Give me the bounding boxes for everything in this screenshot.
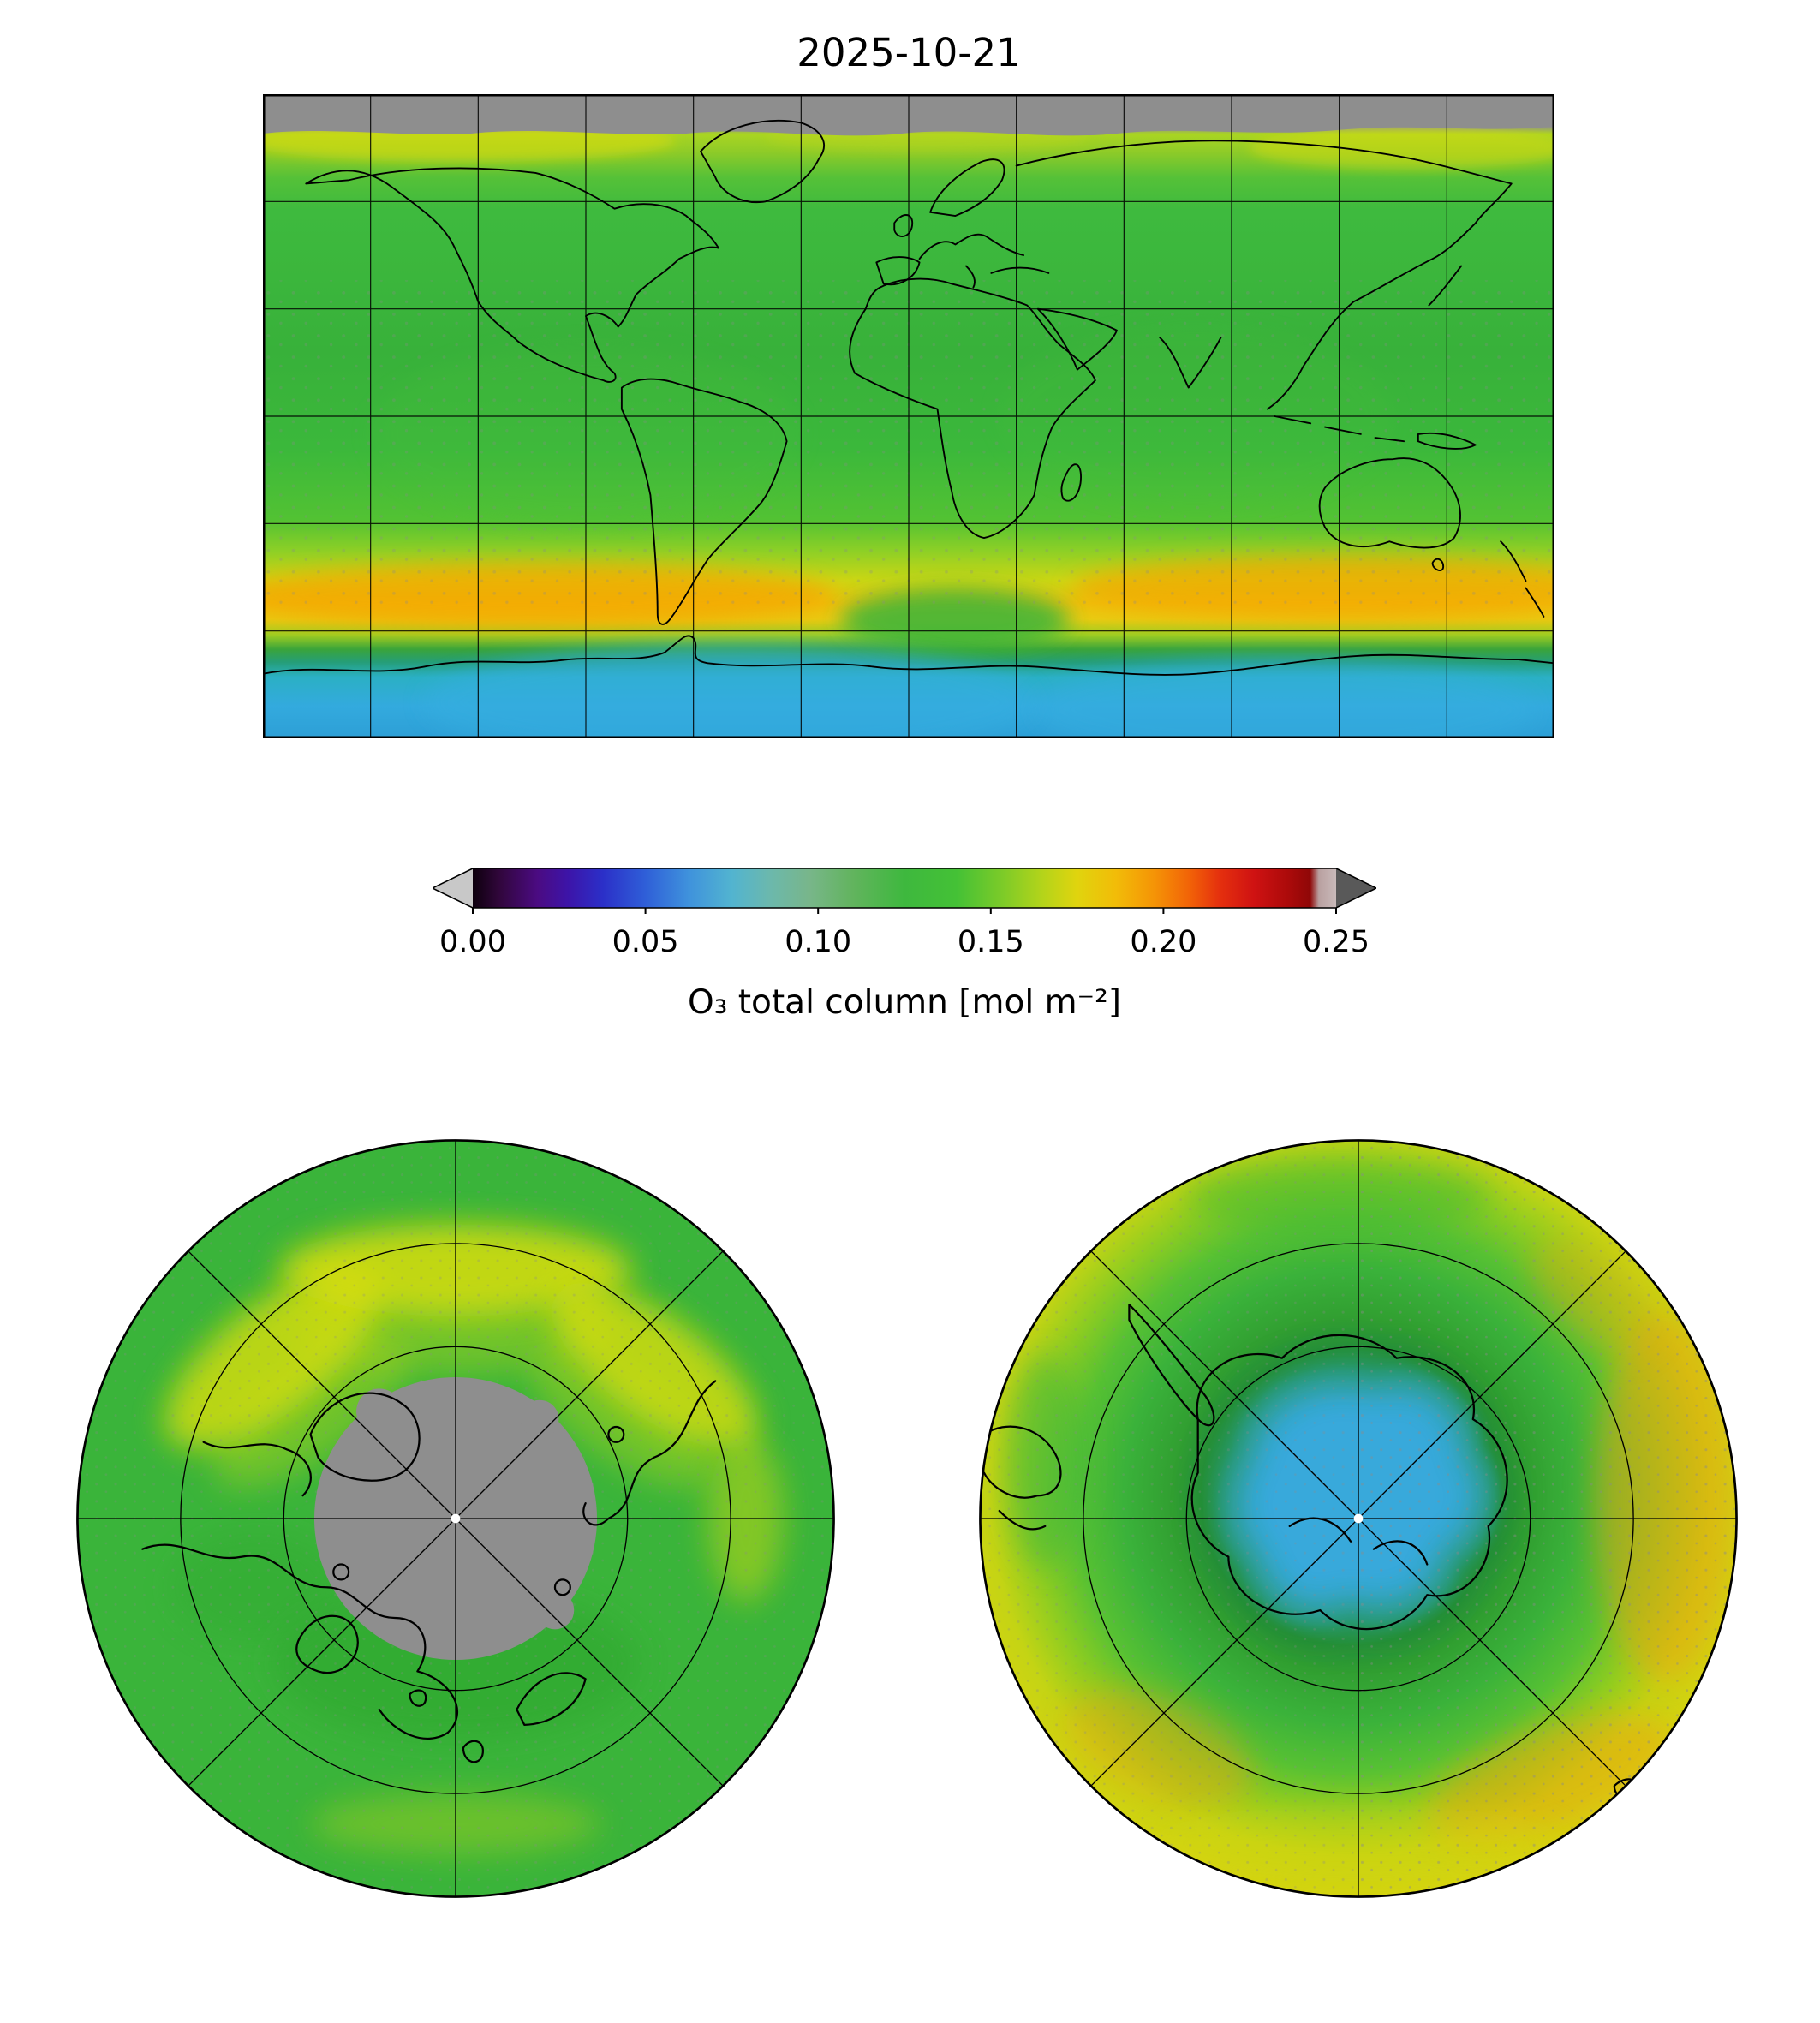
colorbar-under-arrow xyxy=(433,868,473,908)
nh-panel-border xyxy=(76,1139,835,1898)
sh-pole-point xyxy=(1353,1513,1364,1524)
colorbar-over-arrow xyxy=(1336,868,1376,908)
south-polar-panel xyxy=(979,1139,1738,1898)
map-border xyxy=(263,94,1554,738)
colorbar-tick-labels: 0.00 0.05 0.10 0.15 0.20 0.25 xyxy=(433,925,1376,964)
north-polar-panel xyxy=(76,1139,835,1898)
colorbar-axis-label: O₃ total column [mol m⁻²] xyxy=(688,983,1121,1022)
colorbar-outline xyxy=(433,868,1376,909)
colorbar-tick-label: 0.20 xyxy=(1130,925,1197,959)
nh-pole-point xyxy=(451,1513,461,1524)
colorbar-tick-label: 0.15 xyxy=(957,925,1024,959)
colorbar-tick-marks xyxy=(472,908,1337,914)
figure-title: 2025-10-21 xyxy=(797,30,1021,75)
graticule xyxy=(263,94,1554,738)
colorbar-tick-label: 0.25 xyxy=(1303,925,1369,959)
colorbar-gradient xyxy=(473,868,1336,908)
colorbar xyxy=(433,868,1376,914)
coastlines xyxy=(263,120,1554,676)
nh-coastlines xyxy=(141,1380,717,1763)
colorbar-tick-label: 0.05 xyxy=(612,925,679,959)
global-map-panel xyxy=(263,94,1554,738)
colorbar-tick-label: 0.10 xyxy=(785,925,852,959)
sh-panel-border xyxy=(979,1139,1738,1898)
colorbar-tick-label: 0.00 xyxy=(439,925,506,959)
